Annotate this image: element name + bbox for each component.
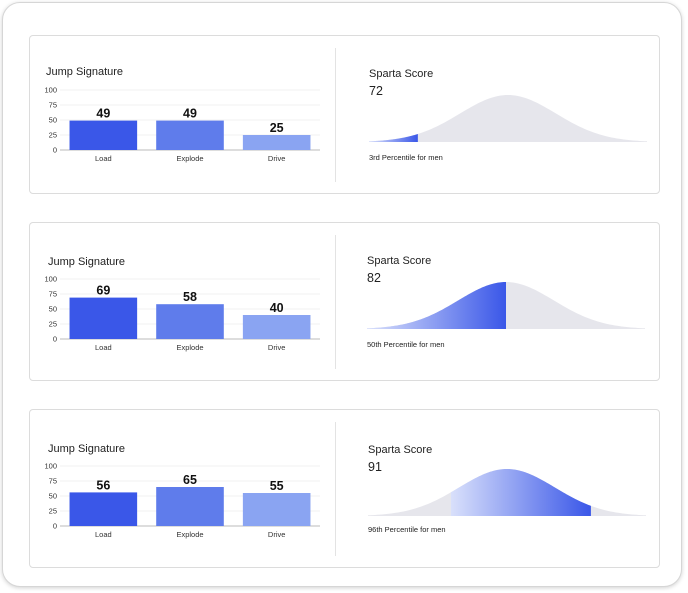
- y-tick-label: 0: [53, 146, 57, 155]
- result-card-3: Jump Signature 100 75 50 25 0 56 Load 65 Explode…: [29, 409, 660, 568]
- y-tick-label: 25: [49, 131, 57, 140]
- bar-load: [69, 120, 138, 150]
- y-tick-label: 75: [49, 290, 57, 299]
- category-label: Load: [95, 343, 112, 352]
- bar-value-label: 49: [96, 107, 110, 121]
- bar-explode: [156, 487, 224, 526]
- y-tick-label: 0: [53, 335, 57, 344]
- bar-value-label: 65: [183, 473, 197, 487]
- y-tick-label: 50: [49, 492, 57, 501]
- y-tick-label: 100: [44, 86, 57, 95]
- category-label: Drive: [268, 154, 286, 163]
- bar-drive: [242, 315, 311, 339]
- category-label: Load: [95, 530, 112, 539]
- sparta-score-title: Sparta Score: [367, 255, 432, 267]
- category-label: Explode: [176, 530, 203, 539]
- category-label: Load: [95, 154, 112, 163]
- category-label: Drive: [268, 343, 286, 352]
- card-divider: [335, 48, 336, 182]
- category-label: Explode: [176, 343, 203, 352]
- percentile-label: 96th Percentile for men: [368, 525, 446, 534]
- sparta-distribution-chart: [369, 95, 647, 142]
- jump-signature-chart: 100 75 50 25 0 56 Load 65 Explode 55 Drive: [44, 462, 320, 539]
- y-tick-label: 75: [49, 477, 57, 486]
- distribution-curve: [369, 95, 647, 142]
- percentile-label: 3rd Percentile for men: [369, 153, 443, 162]
- jump-signature-title: Jump Signature: [48, 256, 126, 268]
- y-tick-label: 50: [49, 305, 57, 314]
- card-divider: [335, 422, 336, 556]
- bar-value-label: 49: [183, 107, 197, 121]
- percentile-highlight: [369, 133, 418, 142]
- bar-value-label: 56: [96, 478, 110, 492]
- y-tick-label: 75: [49, 101, 57, 110]
- sparta-score-value: 91: [368, 460, 382, 474]
- category-label: Explode: [176, 154, 203, 163]
- bar-value-label: 55: [270, 479, 284, 493]
- y-tick-label: 50: [49, 116, 57, 125]
- jump-signature-chart: 100 75 50 25 0 69 Load 58 Explode 40 Drive: [44, 275, 320, 352]
- result-card-1: Jump Signature 100 75 50 25 0 49 Load 49 Explode…: [29, 35, 660, 194]
- bar-drive: [242, 493, 311, 526]
- jump-signature-chart: 100 75 50 25 0 49 Load 49 Explode 25 Drive: [44, 86, 320, 163]
- bar-drive: [242, 135, 311, 150]
- y-tick-label: 0: [53, 522, 57, 531]
- card-divider: [335, 235, 336, 369]
- sparta-score-title: Sparta Score: [369, 68, 434, 80]
- bar-load: [69, 492, 138, 526]
- bar-explode: [156, 304, 224, 339]
- bar-value-label: 58: [183, 290, 197, 304]
- sparta-score-value: 82: [367, 271, 381, 285]
- category-label: Drive: [268, 530, 286, 539]
- bar-load: [69, 297, 138, 339]
- sparta-score-title: Sparta Score: [368, 444, 433, 456]
- sparta-score-value: 72: [369, 84, 383, 98]
- y-tick-label: 25: [49, 320, 57, 329]
- result-card-2: Jump Signature 100 75 50 25 0 69 Load 58 Explode…: [29, 222, 660, 381]
- y-tick-label: 25: [49, 507, 57, 516]
- bar-value-label: 25: [270, 121, 284, 135]
- sparta-distribution-chart: [367, 282, 645, 329]
- y-tick-label: 100: [44, 462, 57, 471]
- percentile-highlight: [367, 282, 506, 329]
- percentile-label: 50th Percentile for men: [367, 340, 445, 349]
- bar-value-label: 40: [270, 301, 284, 315]
- jump-signature-title: Jump Signature: [48, 443, 126, 455]
- jump-signature-title: Jump Signature: [46, 66, 124, 78]
- y-tick-label: 100: [44, 275, 57, 284]
- bar-explode: [156, 120, 224, 150]
- sparta-distribution-chart: [368, 469, 646, 516]
- percentile-highlight: [450, 469, 591, 516]
- bar-value-label: 69: [96, 284, 110, 298]
